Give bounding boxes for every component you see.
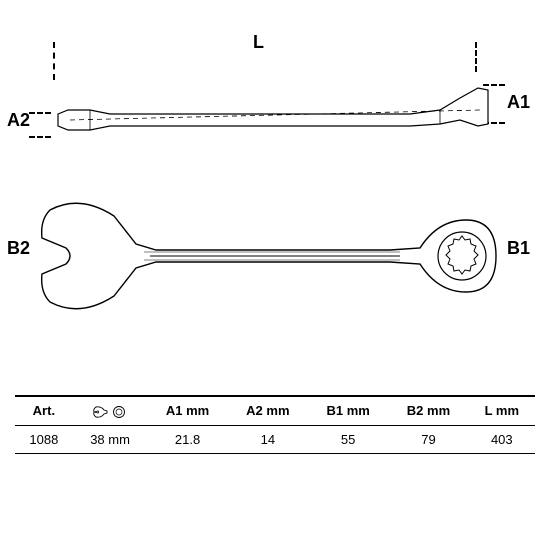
col-size-icon (73, 396, 148, 425)
spec-table: Art. A1 mm A2 mm B1 mm B2 mm L mm 1088 3… (15, 395, 535, 454)
technical-drawing: L A1 A2 B1 B2 (15, 70, 535, 350)
table-header-row: Art. A1 mm A2 mm B1 mm B2 mm L mm (15, 396, 535, 425)
cell-a1: 21.8 (147, 425, 227, 453)
wrench-top-view (40, 190, 510, 320)
col-a1: A1 mm (147, 396, 227, 425)
dim-label-A2: A2 (7, 110, 30, 131)
cell-b2: 79 (388, 425, 468, 453)
wrench-side-view (40, 80, 510, 160)
cell-a2: 14 (228, 425, 308, 453)
dim-label-B1: B1 (507, 238, 530, 259)
col-b2: B2 mm (388, 396, 468, 425)
col-a2: A2 mm (228, 396, 308, 425)
wrench-ends-icon (93, 405, 127, 419)
cell-art: 1088 (15, 425, 73, 453)
cell-l: 403 (469, 425, 535, 453)
col-l: L mm (469, 396, 535, 425)
table-row: 1088 38 mm 21.8 14 55 79 403 (15, 425, 535, 453)
ext-line-left (53, 42, 55, 80)
ext-line-right (475, 42, 477, 72)
col-b1: B1 mm (308, 396, 388, 425)
cell-size: 38 mm (73, 425, 148, 453)
dim-label-B2: B2 (7, 238, 30, 259)
dim-label-A1: A1 (507, 92, 530, 113)
cell-b1: 55 (308, 425, 388, 453)
col-art: Art. (15, 396, 73, 425)
dim-label-L: L (253, 32, 264, 53)
